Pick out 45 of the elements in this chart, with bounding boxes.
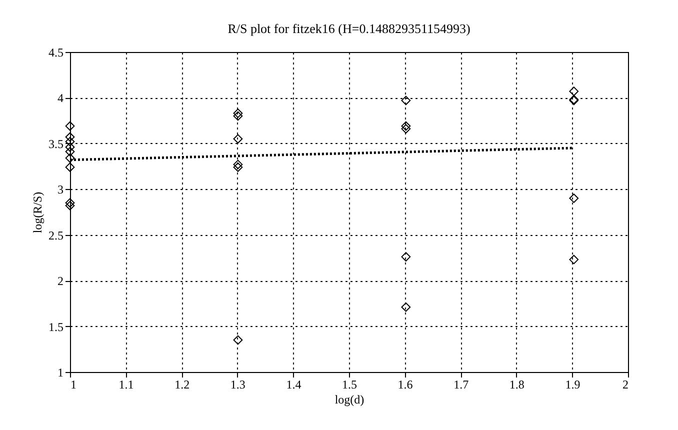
y-tick-label: 4.5 [48,46,64,60]
x-tick-label: 1.3 [230,378,246,392]
point [65,121,75,131]
point [65,153,75,163]
point [233,162,243,172]
point [65,200,75,210]
x-axis-title: log(d) [334,392,364,406]
y-axis-title: log(R/S) [30,192,44,234]
point [233,335,243,345]
point [401,252,411,262]
point [65,132,75,142]
x-tick-label: 1.7 [454,378,469,392]
point [233,108,243,118]
point [569,86,579,96]
y-tick-label: 1 [58,366,64,380]
point [233,134,243,144]
point [401,124,411,134]
point [233,160,243,170]
point [65,146,75,156]
point [401,302,411,312]
x-tick-label: 1.6 [398,378,413,392]
point [65,142,75,152]
x-tick-label: 1.9 [565,378,580,392]
point [569,254,579,264]
x-tick-label: 1.8 [509,378,524,392]
y-tick-label: 4 [58,91,64,106]
y-tick-label: 2.5 [48,228,64,242]
x-tick-label: 1.2 [174,378,190,392]
x-tick-label: 1 [70,378,76,392]
point [233,111,243,121]
x-tick-label: 2 [622,378,628,392]
point [401,121,411,131]
x-tick-label: 1.5 [342,378,357,392]
x-tick-label: 1.1 [118,378,134,392]
y-tick-label: 1.5 [48,320,64,334]
point [569,194,579,203]
point [65,136,75,146]
point [401,96,411,106]
x-tick-label: 1.4 [286,378,302,392]
point [65,198,75,208]
y-tick-label: 3 [58,182,64,197]
y-tick-label: 3.5 [48,136,64,151]
y-tick-label: 2 [58,274,64,288]
point [65,162,75,172]
chart-title: R/S plot for fitzek16 (H=0.148829351154993) [228,21,470,36]
